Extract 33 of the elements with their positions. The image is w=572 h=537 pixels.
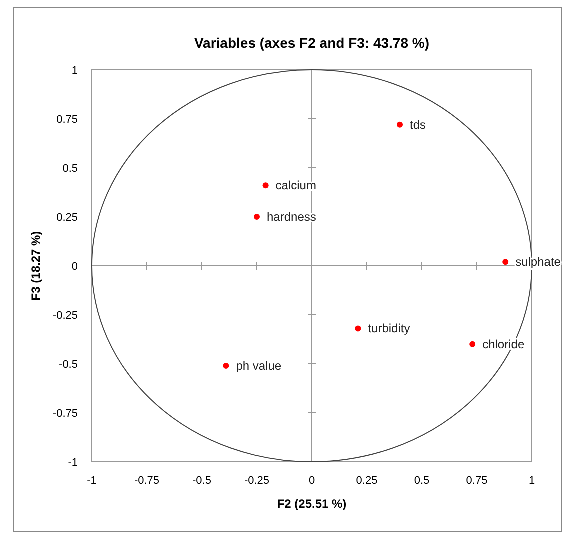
- x-tick-label: 1: [528, 475, 536, 487]
- x-tick-label: -0.25: [244, 475, 270, 487]
- y-tick-label: 0.75: [56, 114, 78, 126]
- y-tick-label: -0.75: [52, 408, 78, 420]
- x-tick-label: 0.75: [466, 475, 488, 487]
- series-label: tds: [410, 118, 426, 132]
- x-axis-title: F2 (25.51 %): [277, 497, 347, 511]
- series-label: turbidity: [368, 322, 410, 336]
- chart-title: Variables (axes F2 and F3: 43.78 %): [194, 35, 430, 51]
- point: [223, 362, 230, 369]
- y-tick-label: -0.5: [59, 359, 78, 371]
- x-tick-label: 0.5: [414, 475, 430, 487]
- point: [355, 326, 362, 332]
- y-tick-label: 0.25: [56, 212, 78, 224]
- y-tick-label: -1: [68, 457, 78, 469]
- x-tick-label: 0.25: [356, 475, 378, 487]
- x-tick-label: -0.5: [192, 475, 212, 487]
- x-tick-label: -1: [87, 475, 97, 487]
- series-label: calcium: [276, 178, 316, 193]
- point: [254, 214, 260, 220]
- x-tick-label: 0: [308, 475, 316, 487]
- y-tick-label: 1: [72, 65, 78, 77]
- point: [502, 259, 509, 266]
- point: [470, 341, 476, 348]
- point: [397, 122, 403, 128]
- y-tick-label: -0.25: [52, 310, 78, 322]
- series-label: hardness: [267, 210, 316, 224]
- y-tick-label: 0.5: [62, 163, 78, 175]
- y-tick-label: 0: [72, 261, 78, 273]
- point: [262, 182, 269, 189]
- x-tick-label: -0.75: [134, 475, 160, 487]
- series-label: ph value: [236, 358, 282, 373]
- y-axis-title: F3 (18.27 %): [29, 231, 43, 301]
